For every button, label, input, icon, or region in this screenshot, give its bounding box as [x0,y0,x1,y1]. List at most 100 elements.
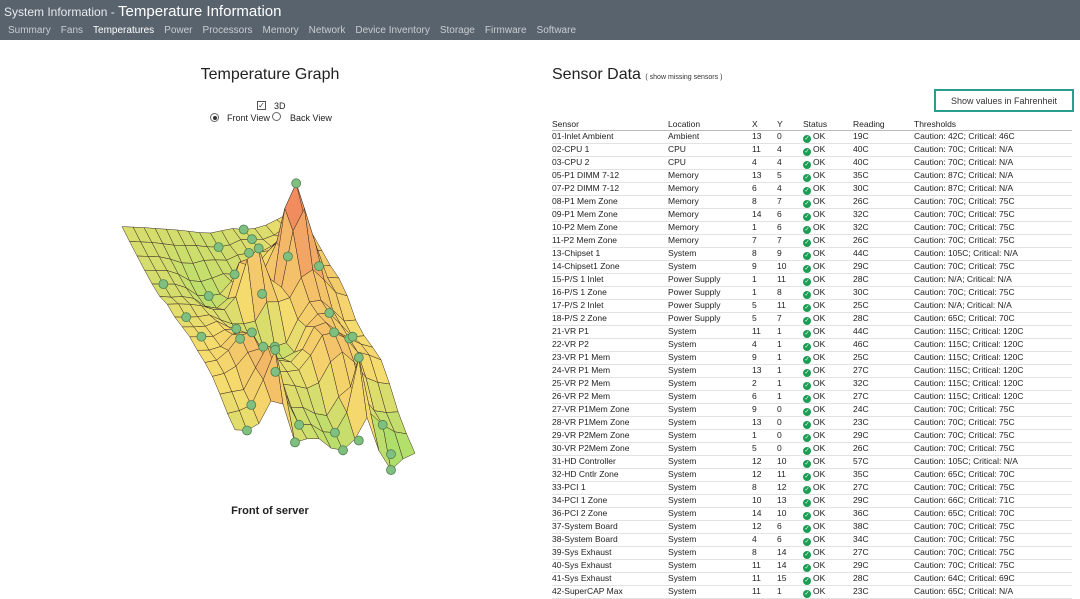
status-text: OK [813,312,826,323]
tab-software[interactable]: Software [536,25,577,36]
column-header-status[interactable]: Status [803,118,853,131]
sensor-marker[interactable] [253,243,264,254]
sensor-marker[interactable] [353,352,364,363]
sensor-marker[interactable] [213,242,224,253]
tab-power[interactable]: Power [164,25,193,36]
column-header-y[interactable]: Y [777,118,803,131]
cell-x: 8 [752,481,777,495]
sensor-marker[interactable] [158,279,169,290]
cell-reading: 36C [853,507,914,521]
table-row: 26-VR P2 Mem System 6 1 ✓ OK 27C Caution: 115C;… [552,390,1072,404]
sensor-marker[interactable] [242,425,252,436]
cell-thresholds: Caution: 65C; Critical: 70C [914,312,1072,326]
tab-storage[interactable]: Storage [439,25,475,36]
sensor-marker[interactable] [247,234,257,245]
sensor-marker[interactable] [270,366,281,377]
table-row: 25-VR P2 Mem System 2 1 ✓ OK 32C Caution: 115C;… [552,377,1072,391]
cell-location: Power Supply [668,299,752,313]
cell-y: 14 [777,559,803,573]
tab-memory[interactable]: Memory [262,25,299,36]
cell-y: 1 [777,390,803,404]
column-header-reading[interactable]: Reading [853,118,914,131]
cell-y: 6 [777,208,803,222]
cell-status: ✓ OK [803,325,853,339]
sensor-marker[interactable] [324,308,335,318]
toggle-3d-checkbox[interactable]: ✓ [257,101,266,110]
tab-summary[interactable]: Summary [8,25,51,36]
cell-status: ✓ OK [803,507,853,521]
sensor-marker[interactable] [257,288,268,299]
ok-check-icon: ✓ [803,225,811,234]
sensor-marker[interactable] [203,291,214,301]
cell-y: 0 [777,429,803,443]
status-text: OK [813,286,826,297]
cell-sensor: 15-P/S 1 Inlet [552,273,668,287]
show-fahrenheit-button[interactable]: Show values in Fahrenheit [934,89,1074,112]
cell-x: 11 [752,585,777,599]
column-header-location[interactable]: Location [668,118,752,131]
status-text: OK [813,585,826,596]
tab-fans[interactable]: Fans [60,25,84,36]
top-bar: System Information - Temperature Informa… [0,0,1080,40]
sensor-marker[interactable] [246,327,257,338]
cell-location: System [668,442,752,456]
tab-processors[interactable]: Processors [202,25,253,36]
front-view-radio[interactable] [210,113,219,122]
cell-thresholds: Caution: 70C; Critical: N/A [914,143,1072,157]
title-separator: - [107,5,119,19]
cell-sensor: 16-P/S 1 Zone [552,286,668,300]
column-header-sensor[interactable]: Sensor [552,118,668,131]
column-header-thresholds[interactable]: Thresholds [914,118,1072,131]
cell-reading: 29C [853,494,914,508]
sensor-marker[interactable] [181,312,192,323]
sensor-marker[interactable] [353,435,364,446]
cell-reading: 26C [853,234,914,248]
cell-x: 10 [752,494,777,508]
cell-reading: 24C [853,403,914,417]
sensor-marker[interactable] [338,445,348,456]
sensor-marker[interactable] [235,333,246,344]
table-row: 39-Sys Exhaust System 8 14 ✓ OK 27C Caution: 70… [552,546,1072,560]
sensor-marker[interactable] [270,344,281,355]
cell-reading: 27C [853,364,914,378]
sensor-marker[interactable] [377,419,388,430]
sensor-marker[interactable] [244,247,254,258]
table-row: 17-P/S 2 Inlet Power Supply 5 11 ✓ OK 25C Cauti… [552,299,1072,313]
show-missing-sensors-link[interactable]: ( show missing sensors ) [645,74,723,81]
sensor-marker[interactable] [229,269,240,280]
sensor-marker[interactable] [231,323,242,334]
sensor-marker[interactable] [290,437,300,448]
tab-firmware[interactable]: Firmware [484,25,527,36]
sensor-marker[interactable] [314,261,324,272]
cell-location: Power Supply [668,312,752,326]
cell-status: ✓ OK [803,468,853,482]
cell-x: 8 [752,195,777,209]
cell-x: 13 [752,364,777,378]
tab-temperatures[interactable]: Temperatures [93,25,155,36]
sensor-marker[interactable] [386,449,396,460]
sensor-marker[interactable] [294,419,305,430]
sensor-marker[interactable] [238,224,249,235]
cell-location: Memory [668,208,752,222]
tab-device-inventory[interactable]: Device Inventory [355,25,430,36]
sensor-marker[interactable] [329,327,340,338]
sensor-marker[interactable] [246,400,257,410]
cell-sensor: 41-Sys Exhaust [552,572,668,586]
sensor-marker[interactable] [282,251,293,262]
cell-x: 5 [752,299,777,313]
ok-check-icon: ✓ [803,407,811,416]
status-text: OK [813,247,826,258]
status-text: OK [813,377,826,388]
tab-network[interactable]: Network [308,25,346,36]
sensor-marker[interactable] [196,331,207,342]
sensor-marker[interactable] [258,341,269,352]
sensor-data-heading: Sensor Data [552,66,641,83]
sensor-marker[interactable] [386,465,396,475]
sensor-marker[interactable] [347,331,358,342]
table-row: 14-Chipset1 Zone System 9 10 ✓ OK 29C Caution: … [552,260,1072,274]
status-text: OK [813,364,826,375]
sensor-marker[interactable] [329,427,340,438]
back-view-radio[interactable] [272,112,281,121]
column-header-x[interactable]: X [752,118,777,131]
sensor-marker[interactable] [291,178,302,189]
